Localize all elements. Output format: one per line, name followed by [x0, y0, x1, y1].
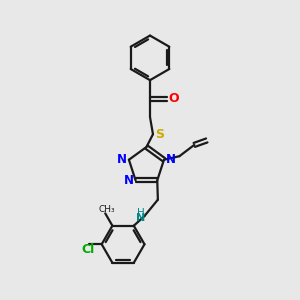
Text: S: S	[155, 128, 164, 141]
Text: O: O	[169, 92, 179, 105]
Text: N: N	[117, 153, 128, 166]
Text: N: N	[136, 213, 146, 224]
Text: N: N	[166, 153, 176, 166]
Text: CH₃: CH₃	[98, 205, 115, 214]
Text: Cl: Cl	[81, 242, 94, 256]
Text: H: H	[137, 208, 145, 218]
Text: N: N	[124, 175, 134, 188]
